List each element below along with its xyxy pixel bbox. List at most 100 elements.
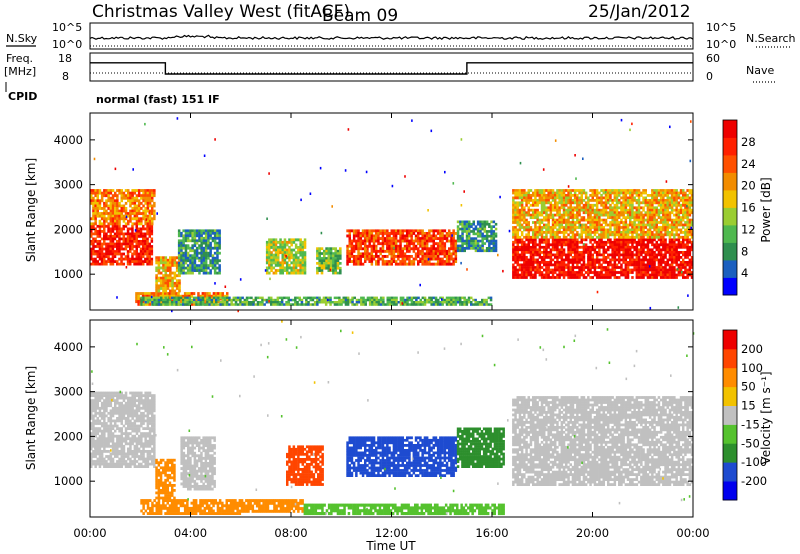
velocity-noise-point: [633, 364, 636, 368]
power-noise-point: [264, 269, 267, 272]
nsearch-tick-bottom: 10^0: [706, 38, 736, 51]
x-tick-label: 00:00: [73, 526, 106, 540]
velocity-noise-point: [452, 489, 455, 493]
power-noise-point: [681, 270, 683, 274]
velocity-noise-point: [367, 399, 369, 402]
y-tick-label: 3000: [54, 178, 83, 192]
velocity-colorbar-swatch: [723, 443, 737, 463]
freq-line: [90, 62, 693, 75]
y-tick-label: 1000: [54, 267, 83, 281]
velocity-noise-point: [351, 331, 354, 334]
power-noise-point: [132, 168, 134, 171]
power-noise-point: [266, 217, 268, 220]
power-noise-point: [355, 234, 358, 238]
x-tick-label: 12:00: [375, 526, 408, 540]
power-noise-point: [326, 298, 329, 302]
power-noise-point: [669, 125, 671, 129]
power-noise-point: [689, 159, 692, 163]
power-noise-point: [499, 195, 501, 199]
velocity-noise-point: [384, 467, 386, 471]
power-noise-point: [631, 122, 633, 126]
axis-ticks: 00:00 04:00 08:00 12:00 16:00 20:00 00:00 1000 2…: [54, 113, 710, 540]
power-noise-point: [519, 161, 522, 165]
velocity-colorbar-frame: [722, 329, 738, 501]
velocity-colorbar-swatch: [723, 462, 737, 482]
power-noise-point: [690, 226, 692, 230]
nsky-line: [89, 34, 694, 40]
nsearch-tick-top: 10^5: [706, 21, 736, 34]
velocity-noise-point: [239, 394, 241, 398]
velocity-noise-point: [266, 355, 269, 359]
power-noise-point: [460, 261, 462, 265]
power-noise-point: [502, 269, 504, 273]
power-noise-point: [171, 309, 173, 313]
velocity-noise-point: [94, 446, 96, 450]
freq-frame: [89, 52, 694, 82]
power-noise-point: [451, 234, 453, 237]
power-noise-point: [466, 268, 468, 271]
power-noise-point: [687, 294, 689, 297]
velocity-noise-point: [313, 381, 316, 384]
velocity-noise-point: [567, 446, 569, 449]
velocity-noise-point: [677, 418, 679, 421]
velocity-region: [456, 427, 505, 468]
power-noise-point: [365, 170, 368, 174]
power-noise-point: [460, 138, 463, 141]
velocity-noise-point: [358, 352, 360, 355]
velocity-colorbar-swatch: [723, 367, 737, 388]
power-noise-point: [677, 306, 680, 309]
velocity-noise-point: [260, 343, 262, 347]
velocity-colorbar-tick: -15: [741, 417, 760, 431]
velocity-colorbar-tick: 100: [741, 361, 763, 375]
velocity-noise-point: [187, 498, 189, 501]
freq-trace: [90, 62, 693, 75]
nave-tick-bottom: 0: [706, 70, 713, 83]
velocity-noise-point: [163, 346, 165, 349]
power-region: [155, 256, 181, 293]
power-noise-point: [441, 298, 443, 301]
nsky-tick-top: 10^5: [52, 21, 82, 34]
velocity-noise-point: [119, 390, 122, 394]
power-noise-point: [268, 172, 270, 175]
power-colorbar: 28 24 20 16 12 8 4: [722, 119, 756, 296]
power-noise-point: [676, 268, 679, 271]
velocity-noise-point: [670, 374, 672, 377]
velocity-noise-point: [497, 482, 499, 485]
velocity-noise-point: [581, 427, 584, 430]
velocity-noise-point: [606, 328, 609, 331]
power-noise-point: [166, 296, 169, 299]
power-noise-point: [116, 296, 118, 299]
velocity-noise-point: [327, 381, 330, 384]
power-colorbar-label: Power [dB]: [759, 177, 773, 242]
velocity-noise-point: [267, 414, 269, 417]
velocity-noise-point: [507, 419, 509, 422]
power-colorbar-swatch: [723, 190, 737, 208]
velocity-noise-point: [595, 366, 598, 370]
x-tick-label: 08:00: [274, 526, 307, 540]
velocity-noise-point: [417, 351, 419, 354]
velocity-noise-point: [460, 342, 462, 346]
velocity-noise-point: [220, 359, 222, 362]
y-tick-label: 2000: [54, 429, 83, 443]
velocity-colorbar-tick: 15: [741, 399, 756, 413]
velocity-noise-point: [294, 502, 297, 506]
velocity-noise-point: [280, 415, 283, 418]
velocity-noise-point: [571, 400, 574, 404]
plot-title: Christmas Valley West (fitACF): [92, 2, 350, 22]
power-colorbar-swatch: [723, 137, 737, 156]
cpid-label: CPID: [8, 90, 37, 103]
power-colorbar-swatch: [723, 120, 737, 138]
velocity-noise-point: [211, 395, 214, 398]
velocity-region: [240, 499, 304, 513]
power-colorbar-swatch: [723, 225, 737, 243]
velocity-noise-point: [635, 349, 638, 353]
velocity-noise-point: [188, 474, 191, 477]
power-region: [316, 247, 342, 275]
velocity-noise-point: [481, 334, 484, 338]
power-ylabel: Slant Range [km]: [24, 158, 38, 262]
power-noise-point: [427, 209, 429, 212]
velocity-noise-point: [188, 465, 191, 468]
velocity-noise-point: [295, 346, 298, 349]
power-noise-point: [224, 285, 227, 288]
